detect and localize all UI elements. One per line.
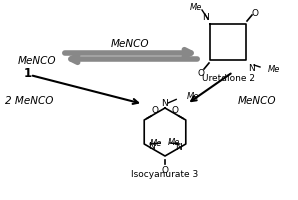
Text: O: O [252, 8, 258, 17]
Text: Me: Me [190, 2, 202, 11]
Text: Me: Me [149, 138, 162, 147]
Text: MeNCO: MeNCO [238, 96, 277, 105]
Text: N: N [248, 64, 255, 73]
Text: Uretdione 2: Uretdione 2 [201, 74, 254, 83]
Text: Isocyanurate 3: Isocyanurate 3 [131, 170, 199, 179]
Text: O: O [162, 166, 168, 175]
Text: 2 MeNCO: 2 MeNCO [5, 96, 53, 105]
Text: O: O [172, 106, 179, 115]
Text: MeNCO: MeNCO [18, 56, 57, 66]
Text: N: N [202, 13, 209, 22]
Text: N: N [148, 142, 155, 151]
Text: MeNCO: MeNCO [111, 39, 149, 49]
Text: N: N [162, 99, 168, 108]
Text: O: O [198, 69, 204, 78]
Text: N: N [175, 142, 182, 151]
Text: Me: Me [187, 92, 199, 101]
Text: Me: Me [268, 64, 280, 73]
Text: O: O [151, 106, 158, 115]
Text: Me: Me [168, 138, 181, 147]
Text: 1: 1 [24, 67, 32, 80]
